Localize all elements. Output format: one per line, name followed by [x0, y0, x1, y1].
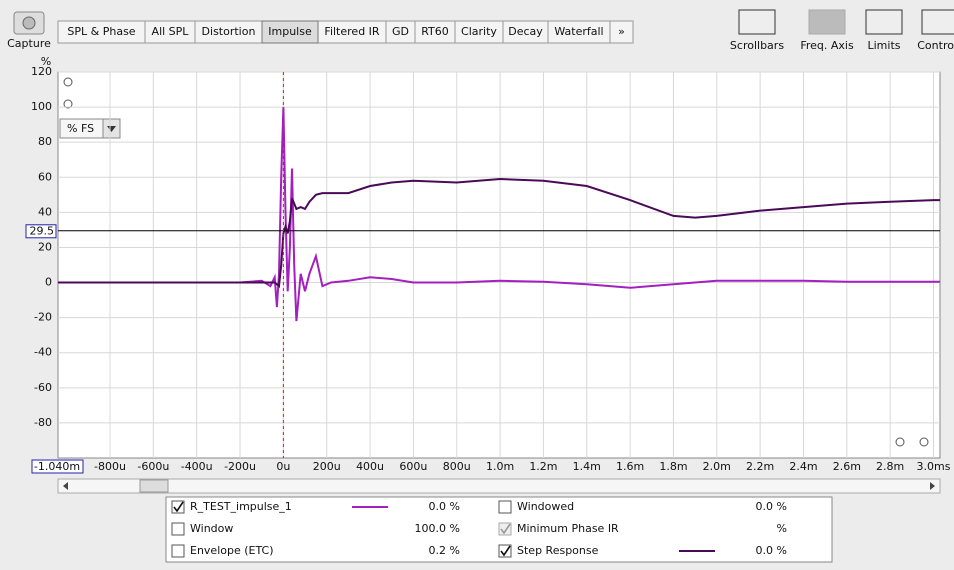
- y-tick-label: 40: [38, 205, 52, 218]
- x-tick-label: -400u: [181, 460, 213, 473]
- x-tick-label: 3.0ms: [917, 460, 951, 473]
- x-tick-label: 800u: [443, 460, 471, 473]
- checkmark: [500, 523, 511, 535]
- x-tick-label: 2.4m: [789, 460, 817, 473]
- trace-readout: 100.0 %: [415, 522, 460, 535]
- scrollbar[interactable]: [57, 478, 941, 494]
- x-tick-label: 200u: [313, 460, 341, 473]
- x-tick-label: 2.8m: [876, 460, 904, 473]
- tab-label[interactable]: GD: [392, 25, 409, 38]
- x-tick-label: 1.8m: [659, 460, 687, 473]
- x-tick-label: -200u: [224, 460, 256, 473]
- y-tick-label: 100: [31, 100, 52, 113]
- trace-name: R_TEST_impulse_1: [190, 500, 292, 513]
- checkmark: [173, 501, 184, 513]
- x-tick-label: 400u: [356, 460, 384, 473]
- scale-menu-label: % FS: [67, 122, 94, 135]
- tool-icon[interactable]: [921, 9, 954, 35]
- x-tick-label: 600u: [399, 460, 427, 473]
- tab-label[interactable]: Impulse: [268, 25, 312, 38]
- x-tick-label: 0u: [276, 460, 290, 473]
- tab-selected[interactable]: [261, 20, 319, 44]
- y-tick-label: 0: [45, 276, 52, 289]
- tool-label[interactable]: Scrollbars: [730, 39, 784, 52]
- y-tick-label: -60: [34, 381, 52, 394]
- x-tick-label: -800u: [94, 460, 126, 473]
- cursor-label: 29.5: [30, 224, 55, 237]
- capture-button[interactable]: Capture: [7, 11, 51, 50]
- zoom-in-y[interactable]: [63, 77, 73, 87]
- trace-name: Envelope (ETC): [190, 544, 274, 557]
- trace-readout: %: [777, 522, 787, 535]
- plot-area: [57, 71, 941, 459]
- x-start-box: [31, 459, 84, 474]
- trace-name: Minimum Phase IR: [517, 522, 619, 535]
- y-tick-label: 120: [31, 65, 52, 78]
- trace-readout: 0.0 %: [429, 500, 460, 513]
- x-start-label: -1.040m: [34, 460, 80, 473]
- y-tick-label: 20: [38, 240, 52, 253]
- tool-label[interactable]: Controls: [917, 39, 954, 52]
- x-tick-label: 1.6m: [616, 460, 644, 473]
- y-tick-label: -20: [34, 311, 52, 324]
- tab-label[interactable]: All SPL: [152, 25, 190, 38]
- x-tick-label: 1.4m: [573, 460, 601, 473]
- tool-icon[interactable]: [808, 9, 846, 35]
- dropdown-arrow: [107, 126, 116, 132]
- trace-name: Window: [190, 522, 233, 535]
- trace-readout: 0.0 %: [756, 500, 787, 513]
- tab-label[interactable]: SPL & Phase: [67, 25, 135, 38]
- capture-label: Capture: [7, 37, 51, 50]
- x-tick-label: -600u: [137, 460, 169, 473]
- zoom-out-y[interactable]: [63, 99, 73, 109]
- checkmark: [500, 545, 511, 557]
- trace-name: Step Response: [517, 544, 599, 557]
- y-unit: %: [41, 55, 51, 68]
- y-tick-label: -80: [34, 416, 52, 429]
- y-tick-label: -40: [34, 346, 52, 359]
- zoom-buttons[interactable]: [63, 77, 929, 447]
- checkbox[interactable]: [498, 500, 512, 514]
- tab-label[interactable]: Decay: [508, 25, 543, 38]
- x-tick-label: 2.2m: [746, 460, 774, 473]
- scroll-thumb[interactable]: [139, 479, 169, 493]
- tool-label[interactable]: Freq. Axis: [800, 39, 854, 52]
- x-tick-label: 1.0m: [486, 460, 514, 473]
- checkbox[interactable]: [171, 522, 185, 536]
- tool-icon[interactable]: [865, 9, 903, 35]
- tab-label[interactable]: Clarity: [461, 25, 497, 38]
- trace-readout: 0.2 %: [429, 544, 460, 557]
- tool-icon[interactable]: [738, 9, 776, 35]
- trace-name: Windowed: [517, 500, 574, 513]
- checkbox[interactable]: [171, 544, 185, 558]
- series-line: [58, 107, 940, 322]
- x-tick-label: 2.0m: [703, 460, 731, 473]
- y-tick-label: 60: [38, 170, 52, 183]
- zoom-out-x[interactable]: [895, 437, 905, 447]
- camera-lens: [22, 16, 36, 30]
- tab-label[interactable]: Filtered IR: [324, 25, 379, 38]
- tab-label[interactable]: Waterfall: [554, 25, 603, 38]
- x-tick-label: 2.6m: [833, 460, 861, 473]
- y-tick-label: 80: [38, 135, 52, 148]
- trace-readout: 0.0 %: [756, 544, 787, 557]
- scale-menu[interactable]: % FS: [59, 118, 121, 139]
- x-tick-label: 1.2m: [529, 460, 557, 473]
- tab-label[interactable]: Distortion: [202, 25, 256, 38]
- tool-label[interactable]: Limits: [868, 39, 901, 52]
- series-line: [58, 177, 940, 289]
- tab-label[interactable]: RT60: [421, 25, 449, 38]
- zoom-in-x[interactable]: [919, 437, 929, 447]
- cursor-label-box: [25, 224, 57, 239]
- tab-label[interactable]: »: [618, 25, 625, 38]
